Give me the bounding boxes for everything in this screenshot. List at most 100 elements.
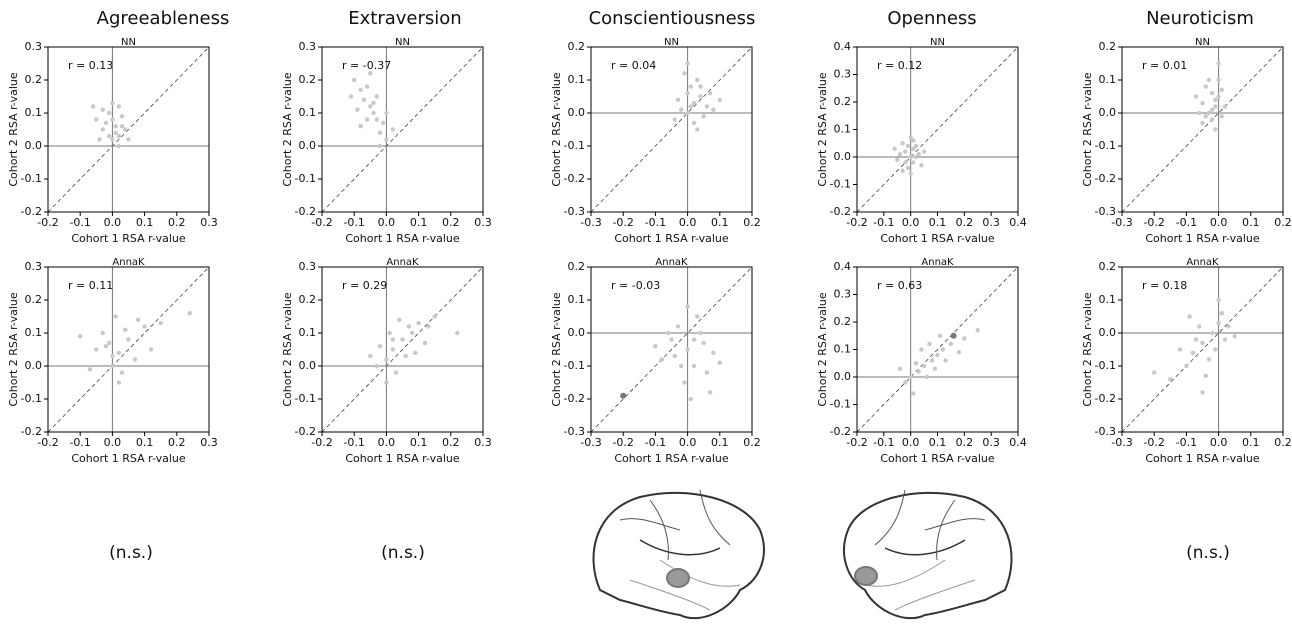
subplot-title: AnnaK	[112, 257, 145, 268]
point	[1209, 330, 1215, 336]
point	[384, 357, 389, 362]
point	[1206, 110, 1212, 116]
x-tick-label: -0.2	[37, 436, 58, 449]
point	[364, 84, 370, 89]
column-title: Extraversion	[348, 8, 461, 29]
point	[90, 104, 96, 109]
point	[1213, 127, 1218, 132]
x-axis-label: Cohort 1 RSA r-value	[345, 232, 460, 245]
point	[1209, 91, 1215, 96]
brain-left	[592, 489, 765, 620]
point	[1216, 297, 1221, 303]
footnote: (n.s.)	[1186, 543, 1230, 563]
subplot-title: AnnaK	[1186, 257, 1219, 268]
y-tick-label: 0.0	[834, 370, 852, 383]
point	[682, 380, 687, 385]
point	[919, 347, 924, 352]
y-tick-label: -0.1	[830, 178, 851, 191]
y-tick-label: 0.4	[834, 260, 852, 273]
point	[377, 344, 383, 349]
x-tick-label: 0.2	[442, 216, 460, 229]
x-tick-label: 0.0	[1210, 216, 1228, 229]
x-axis-label: Cohort 1 RSA r-value	[71, 232, 186, 245]
x-tick-label: -0.2	[846, 436, 867, 449]
x-tick-label: 0.3	[200, 216, 218, 229]
point	[956, 350, 962, 355]
y-tick-label: -0.2	[21, 205, 42, 218]
point	[932, 366, 938, 371]
point	[675, 97, 681, 103]
y-axis-label: Cohort 2 RSA r-value	[7, 72, 20, 187]
point	[393, 370, 399, 375]
x-tick-label: 0.4	[1009, 436, 1027, 449]
point	[908, 154, 913, 160]
y-tick-label: 0.3	[834, 288, 852, 301]
point	[358, 124, 363, 129]
point	[123, 327, 128, 332]
x-tick-label: 0.1	[1242, 216, 1260, 229]
point	[948, 341, 954, 347]
point	[666, 330, 671, 336]
x-tick-label: -0.3	[580, 216, 601, 229]
point	[916, 369, 921, 374]
plot-frame	[321, 46, 484, 213]
point	[1216, 77, 1221, 83]
point	[911, 391, 916, 396]
x-tick-label: -0.3	[1111, 436, 1132, 449]
x-tick-label: 0.4	[1009, 216, 1027, 229]
point	[659, 357, 665, 362]
x-tick-label: 0.2	[956, 436, 974, 449]
point	[691, 120, 697, 126]
point	[711, 350, 716, 355]
point	[374, 363, 379, 369]
point	[669, 337, 674, 342]
y-tick-label: 0.4	[834, 40, 852, 53]
point	[126, 137, 131, 142]
x-tick-label: 0.3	[982, 436, 1000, 449]
point	[1219, 311, 1225, 316]
x-tick-label: -0.3	[580, 436, 601, 449]
point	[1200, 100, 1205, 106]
point	[685, 110, 690, 116]
point	[903, 149, 908, 154]
subplot-title: NN	[395, 37, 410, 48]
x-tick-label: -0.1	[873, 216, 894, 229]
x-tick-label: -0.1	[69, 216, 90, 229]
plot-frame	[1121, 266, 1284, 433]
y-tick-label: -0.1	[830, 398, 851, 411]
column-title: Openness	[887, 8, 976, 29]
point	[707, 390, 713, 395]
annotation: r = 0.29	[342, 279, 387, 292]
x-tick-label: 0.0	[1210, 436, 1228, 449]
y-tick-label: -0.2	[21, 425, 42, 438]
point	[374, 117, 379, 122]
annotation: r = 0.18	[1142, 279, 1187, 292]
point	[100, 330, 105, 336]
point	[116, 133, 122, 139]
x-tick-label: -0.1	[69, 436, 90, 449]
x-axis-label: Cohort 1 RSA r-value	[880, 452, 995, 465]
x-tick-label: -0.1	[1176, 436, 1197, 449]
y-tick-label: 0.2	[25, 73, 43, 86]
point	[1203, 373, 1208, 379]
y-tick-label: 0.0	[568, 326, 586, 339]
point	[1187, 314, 1192, 319]
point	[921, 149, 927, 154]
plot-frame	[590, 46, 753, 213]
y-tick-label: -0.2	[295, 425, 316, 438]
point	[1216, 94, 1221, 99]
y-tick-label: -0.1	[21, 392, 42, 405]
point	[950, 332, 957, 339]
y-tick-label: 0.2	[25, 293, 43, 306]
y-tick-label: 0.3	[834, 68, 852, 81]
y-axis-label: Cohort 2 RSA r-value	[1081, 292, 1094, 407]
x-tick-label: -0.2	[1143, 436, 1164, 449]
y-tick-label: -0.2	[295, 205, 316, 218]
x-tick-label: -0.1	[645, 436, 666, 449]
y-tick-label: 0.2	[568, 40, 586, 53]
point	[903, 160, 908, 165]
x-tick-label: 0.2	[168, 436, 186, 449]
point	[358, 87, 363, 93]
y-axis-label: Cohort 2 RSA r-value	[281, 292, 294, 407]
point	[116, 143, 122, 149]
